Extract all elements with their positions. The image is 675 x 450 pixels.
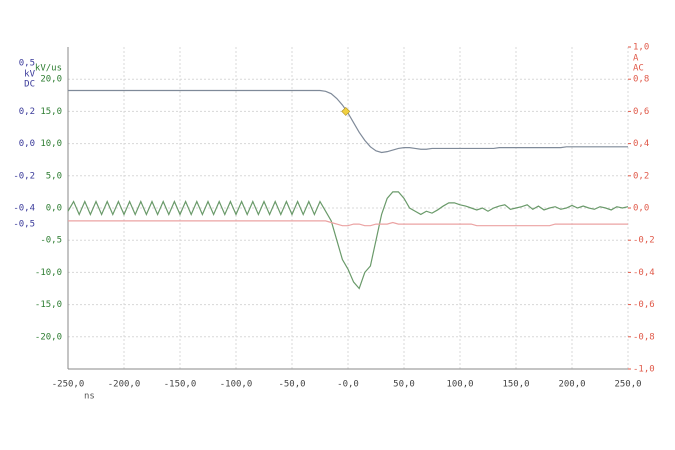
y3-tick-label: 0,0 (19, 139, 35, 149)
y-tick-label: -15,0 (35, 300, 62, 310)
y-tick-label: 15,0 (40, 107, 62, 117)
y3-tick-label: 0,2 (19, 107, 35, 117)
x-tick-label: 150,0 (502, 380, 529, 390)
y3-axis-sublabel: DC (24, 80, 35, 90)
series-line (68, 220, 628, 227)
y3-tick-label: 0,5 (19, 59, 35, 69)
y2-tick-label: 0,4 (633, 139, 649, 149)
y2-axis-label: A (633, 54, 639, 64)
y3-tick-label: -0,5 (13, 220, 35, 230)
y2-tick-label: 0,0 (633, 204, 649, 214)
y-tick-label: -0,5 (40, 236, 62, 246)
y2-tick-label: -0,6 (633, 300, 655, 310)
y-tick-label: 0,0 (46, 204, 62, 214)
x-tick-label: 250,0 (614, 380, 641, 390)
x-tick-label: 100,0 (446, 380, 473, 390)
x-tick-label: -150,0 (164, 380, 197, 390)
y2-tick-label: -0,4 (633, 268, 655, 278)
y-tick-label: -10,0 (35, 268, 62, 278)
x-axis-label: ns (84, 392, 95, 402)
x-tick-label: -0,0 (337, 380, 359, 390)
y2-axis-sublabel: AC (633, 64, 644, 74)
y-tick-label: 5,0 (46, 171, 62, 181)
series-line (67, 191, 629, 290)
y3-tick-label: -0,2 (13, 171, 35, 181)
x-tick-label: -100,0 (220, 380, 253, 390)
x-tick-label: -200,0 (108, 380, 141, 390)
y2-tick-label: 0,2 (633, 171, 649, 181)
y2-tick-label: 0,6 (633, 107, 649, 117)
x-tick-label: -250,0 (52, 380, 85, 390)
cursor-marker (341, 106, 351, 116)
y-tick-label: 10,0 (40, 139, 62, 149)
x-tick-label: 200,0 (558, 380, 585, 390)
y2-tick-label: -0,2 (633, 236, 655, 246)
y2-tick-label: 1,0 (633, 43, 649, 53)
y2-tick-label: 0,8 (633, 75, 649, 85)
y3-axis-label: kV (24, 70, 35, 80)
y2-tick-label: -0,8 (633, 332, 655, 342)
x-tick-label: -50,0 (278, 380, 305, 390)
x-tick-label: 50,0 (393, 380, 415, 390)
y2-tick-label: -1,0 (633, 365, 655, 375)
y3-tick-label: -0,4 (13, 204, 35, 214)
y-tick-label: -20,0 (35, 332, 62, 342)
y-tick-label: 20,0 (40, 75, 62, 85)
y-axis-label: kV/us (35, 64, 62, 74)
